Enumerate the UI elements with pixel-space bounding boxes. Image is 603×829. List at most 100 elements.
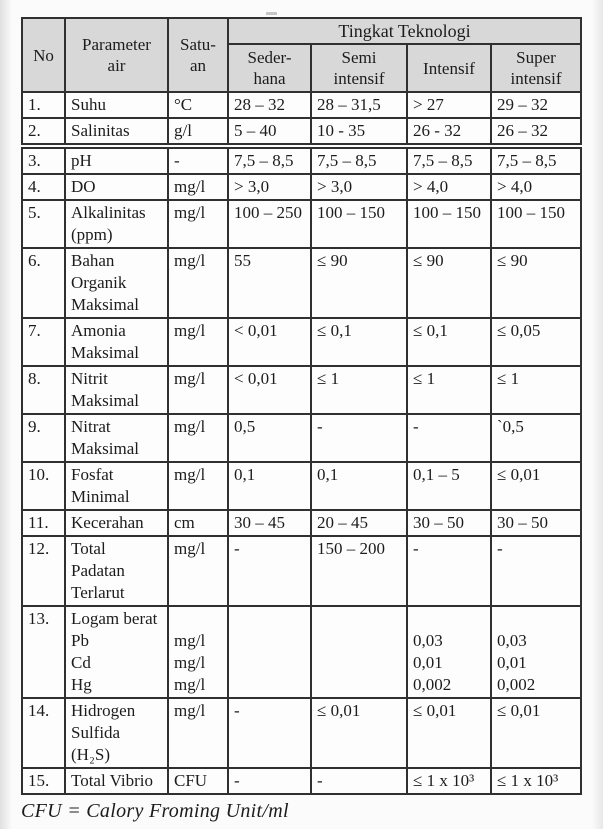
- col-header-technology-group: Tingkat Teknologi: [226, 17, 583, 45]
- value-cell: 28 – 31,5: [310, 91, 408, 119]
- value-cell: 0,03 0,01 0,002: [406, 605, 492, 699]
- value-cell: `0,5: [489, 413, 583, 463]
- row-number-cell: 11.: [21, 509, 66, 537]
- value-cell: ≤ 0,01: [489, 461, 583, 511]
- value-cell: ≤ 0,1: [310, 317, 408, 367]
- value-cell: 30 – 50: [406, 509, 492, 537]
- value-cell: 10 - 35: [310, 117, 408, 149]
- parameter-cell: pH: [64, 145, 169, 175]
- value-cell: 7,5 – 8,5: [489, 145, 583, 175]
- row-number-cell: 15.: [21, 767, 66, 795]
- row-number-cell: 12.: [21, 535, 66, 607]
- unit-cell: mg/l: [167, 317, 229, 367]
- value-cell: [227, 605, 312, 699]
- value-cell: -: [227, 535, 312, 607]
- row-number-cell: 10.: [21, 461, 66, 511]
- unit-cell: mg/l: [167, 413, 229, 463]
- value-cell: 26 - 32: [406, 117, 492, 149]
- unit-cell: mg/l mg/l mg/l: [167, 605, 229, 699]
- table-body: 1. Suhu °C 28 – 32 28 – 31,5 > 27 29 – 32 2. Sal…: [21, 91, 583, 795]
- value-cell: 100 – 250: [227, 199, 312, 249]
- value-cell: 0,5: [227, 413, 312, 463]
- value-cell: ≤ 90: [489, 247, 583, 319]
- value-cell: ≤ 0,01: [406, 697, 492, 769]
- row-number-cell: 13.: [21, 605, 66, 699]
- value-cell: ≤ 1 x 10³: [406, 767, 492, 795]
- table-row: 13. Logam berat Pb Cd Hg mg/l mg/l mg/l 0…: [21, 605, 583, 699]
- unit-cell: mg/l: [167, 247, 229, 319]
- table-row: 9. Nitrat Maksimal mg/l 0,5- - `0,5: [21, 413, 583, 463]
- value-cell: > 4,0: [406, 173, 492, 201]
- table-row: 12. Total Padatan Terlarut mg/l -150 – 200-…: [21, 535, 583, 607]
- col-header-sederhana: Seder- hana: [227, 43, 312, 93]
- parameter-cell: Kecerahan: [64, 509, 169, 537]
- value-cell: < 0,01: [227, 317, 312, 367]
- row-number-cell: 4.: [21, 173, 66, 201]
- parameter-cell: Bahan Organik Maksimal: [64, 247, 169, 319]
- row-number-cell: 2.: [21, 117, 66, 149]
- row-number-cell: 5.: [21, 199, 66, 249]
- row-number-cell: 1.: [21, 91, 66, 119]
- value-cell: ≤ 0,01: [310, 697, 408, 769]
- row-number-cell: 9.: [21, 413, 66, 463]
- value-cell: ≤ 0,01: [489, 697, 583, 769]
- value-cell: ≤ 0,1: [406, 317, 492, 367]
- value-cell: -: [227, 697, 312, 769]
- value-cell: 5 – 40: [227, 117, 312, 149]
- scan-artifact-dash: [266, 12, 277, 15]
- value-cell: -: [310, 767, 408, 795]
- col-header-intensif: Intensif: [406, 43, 492, 93]
- row-number-cell: 6.: [21, 247, 66, 319]
- parameter-cell: Alkalinitas (ppm): [64, 199, 169, 249]
- unit-cell: mg/l: [167, 535, 229, 607]
- value-cell: 100 – 150: [406, 199, 492, 249]
- table-row: 10. Fosfat Minimal mg/l 0,1 0,1 0,1 – 5 ≤ 0,01: [21, 461, 583, 511]
- value-cell: 26 – 32: [489, 117, 583, 149]
- col-header-semi-intensif: Semi intensif: [310, 43, 408, 93]
- value-cell: ≤ 1: [310, 365, 408, 415]
- value-cell: [310, 605, 408, 699]
- value-cell: 55: [227, 247, 312, 319]
- value-cell: 20 – 45: [310, 509, 408, 537]
- value-cell: 100 – 150: [489, 199, 583, 249]
- table-header: No Parameter air Satu- an Tingkat Teknol…: [21, 17, 583, 93]
- table-row: 6. Bahan Organik Maksimal mg/l 55 ≤ 90 ≤ 90 ≤ …: [21, 247, 583, 319]
- value-cell: 0,1: [310, 461, 408, 511]
- value-cell: 150 – 200: [310, 535, 408, 607]
- value-cell: 30 – 45: [227, 509, 312, 537]
- parameter-cell: Fosfat Minimal: [64, 461, 169, 511]
- parameter-cell: Total Vibrio: [64, 767, 169, 795]
- value-cell: > 3,0: [310, 173, 408, 201]
- value-cell: ≤ 90: [406, 247, 492, 319]
- value-cell: ≤ 90: [310, 247, 408, 319]
- table-row: 4. DO mg/l > 3,0 > 3,0 > 4,0 > 4,0: [21, 173, 583, 201]
- table-row: 5. Alkalinitas (ppm) mg/l 100 – 250 100 – 15…: [21, 199, 583, 249]
- parameter-cell: Suhu: [64, 91, 169, 119]
- value-cell: 7,5 – 8,5: [406, 145, 492, 175]
- table-row: 7. Amonia Maksimal mg/l < 0,01 ≤ 0,1 ≤ 0,1 ≤ 0…: [21, 317, 583, 367]
- value-cell: 30 – 50: [489, 509, 583, 537]
- value-cell: ≤ 1: [489, 365, 583, 415]
- value-cell: > 27: [406, 91, 492, 119]
- value-cell: 0,1 – 5: [406, 461, 492, 511]
- value-cell: > 4,0: [489, 173, 583, 201]
- table-row: 11. Kecerahan cm 30 – 45 20 – 45 30 – 50 30 – …: [21, 509, 583, 537]
- unit-cell: -: [167, 145, 229, 175]
- col-header-parameter: Parameter air: [64, 17, 169, 93]
- footnote-cfu-definition: CFU = Calory Froming Unit/ml: [21, 800, 289, 822]
- value-cell: ≤ 1: [406, 365, 492, 415]
- value-cell: -: [489, 535, 583, 607]
- scan-edge-left: [0, 0, 12, 829]
- unit-cell: mg/l: [167, 173, 229, 201]
- table-row: 14. Hidrogen Sulfida (H₂S) mg/l - ≤ 0,01 ≤ 0,…: [21, 697, 583, 769]
- parameter-cell: Logam berat Pb Cd Hg: [64, 605, 169, 699]
- value-cell: -: [406, 535, 492, 607]
- scan-edge-right: [592, 0, 603, 829]
- document-page: No Parameter air Satu- an Tingkat Teknol…: [21, 17, 583, 822]
- unit-cell: cm: [167, 509, 229, 537]
- water-quality-table: No Parameter air Satu- an Tingkat Teknol…: [21, 17, 583, 795]
- value-cell: 28 – 32: [227, 91, 312, 119]
- row-number-cell: 3.: [21, 145, 66, 175]
- unit-cell: mg/l: [167, 697, 229, 769]
- value-cell: 7,5 – 8,5: [310, 145, 408, 175]
